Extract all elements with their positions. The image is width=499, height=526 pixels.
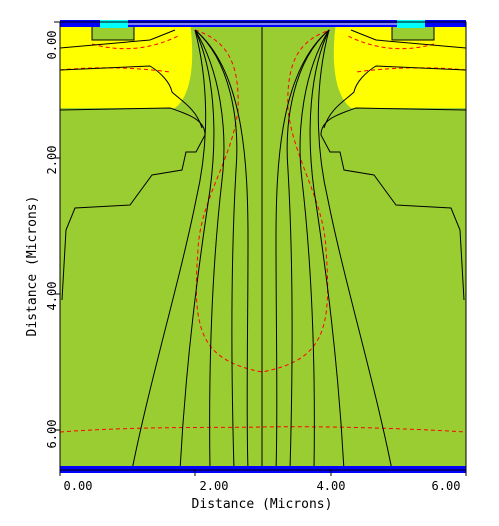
x-tick-label-3: 6.00 <box>432 479 461 493</box>
doped-region-right <box>333 22 466 108</box>
contour-left-5 <box>194 29 249 470</box>
contour-right-1 <box>286 29 330 470</box>
junction-contour-right-shallow <box>347 35 435 50</box>
contour-right-4 <box>317 29 393 470</box>
contact-well-right <box>391 25 435 41</box>
contour-right-5 <box>275 29 330 470</box>
y-axis <box>54 21 60 431</box>
contour-left-top-shallow <box>60 65 203 129</box>
contour-left-4 <box>131 29 207 470</box>
contour-right-top-shallow <box>323 65 466 129</box>
contour-left-outer-1 <box>60 29 206 301</box>
junction-contour-center <box>194 29 331 373</box>
contour-right-3 <box>309 29 345 470</box>
junction-contour-left-shallow <box>91 35 179 50</box>
x-axis <box>59 470 467 476</box>
contour-right-outer-1 <box>320 29 466 301</box>
junction-contour-left-top <box>60 67 171 73</box>
contour-left-1 <box>194 29 238 470</box>
doped-region-left <box>60 22 193 108</box>
contact-pad-right <box>397 20 425 28</box>
x-axis-title: Distance (Microns) <box>192 497 333 512</box>
junction-contour-bottom <box>60 426 466 433</box>
x-tick-label-0: 0.00 <box>64 479 93 493</box>
y-tick-label-1: 2.00 <box>45 146 59 175</box>
y-tick-label-2: 4.00 <box>45 282 59 311</box>
junction-contours <box>60 29 466 433</box>
y-axis-title: Distance (Microns) <box>25 196 40 337</box>
x-tick-label-2: 4.00 <box>317 479 346 493</box>
contour-right-2 <box>299 29 330 470</box>
contour-left-2 <box>194 29 225 470</box>
junction-contour-right-top <box>355 67 466 73</box>
contact-pad-left <box>100 20 128 28</box>
potential-contours <box>60 22 466 470</box>
contact-well-left <box>91 25 135 41</box>
plot-frame <box>59 21 467 471</box>
y-tick-label-3: 6.00 <box>45 420 59 449</box>
y-tick-label-0: 0.00 <box>45 31 59 60</box>
x-tick-label-1: 2.00 <box>200 479 229 493</box>
contour-left-3 <box>179 29 215 470</box>
